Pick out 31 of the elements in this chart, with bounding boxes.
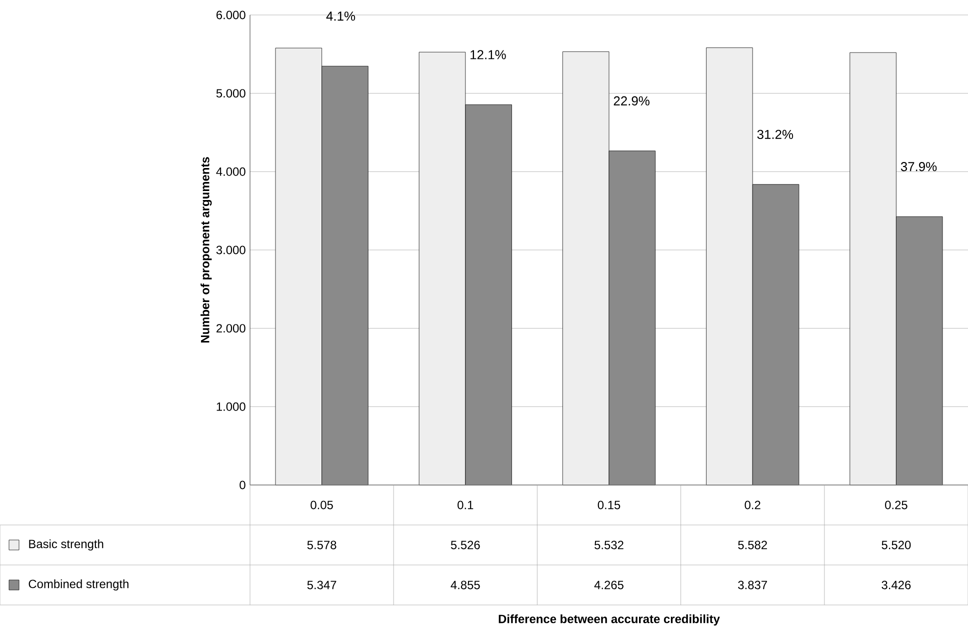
x-tick-label: 0.05 <box>310 500 333 510</box>
y-tick-label: 5.000 <box>216 89 246 98</box>
x-tick-label: 0.2 <box>744 500 760 510</box>
y-tick-label: 0 <box>240 480 246 490</box>
x-tick-label: 0.25 <box>885 500 908 510</box>
data-label: 4.855 <box>450 580 480 590</box>
data-label: 5.347 <box>307 580 336 590</box>
data-label: 5.520 <box>882 540 911 550</box>
data-label: 3.426 <box>882 580 911 590</box>
data-label: 5.582 <box>738 540 767 550</box>
data-label: 3.837 <box>738 580 767 590</box>
annotation: 4.1% <box>326 12 356 21</box>
legend-label: Combined strength <box>28 579 128 591</box>
data-label: 4.265 <box>594 580 624 590</box>
y-tick-label: 4.000 <box>216 167 246 176</box>
annotation: 12.1% <box>470 50 506 60</box>
data-label: 5.526 <box>450 540 480 550</box>
text: Difference between accurate credibility <box>498 614 720 626</box>
y-tick-label: 6.000 <box>216 10 246 20</box>
x-tick-label: 0.1 <box>458 500 474 510</box>
y-tick-label: 3.000 <box>216 246 246 254</box>
data-label: 5.578 <box>307 540 336 550</box>
annotation: 22.9% <box>614 96 650 106</box>
x-tick-label: 0.15 <box>598 500 620 510</box>
legend-label: Basic strength <box>29 539 104 551</box>
data-label: 5.532 <box>594 540 624 550</box>
y-tick-label: 1.000 <box>216 402 246 411</box>
y-axis-title: Number of proponent arguments <box>200 157 212 343</box>
y-tick-label: 2.000 <box>216 324 246 333</box>
annotation: 37.9% <box>900 162 937 172</box>
annotation: 31.2% <box>757 130 794 139</box>
